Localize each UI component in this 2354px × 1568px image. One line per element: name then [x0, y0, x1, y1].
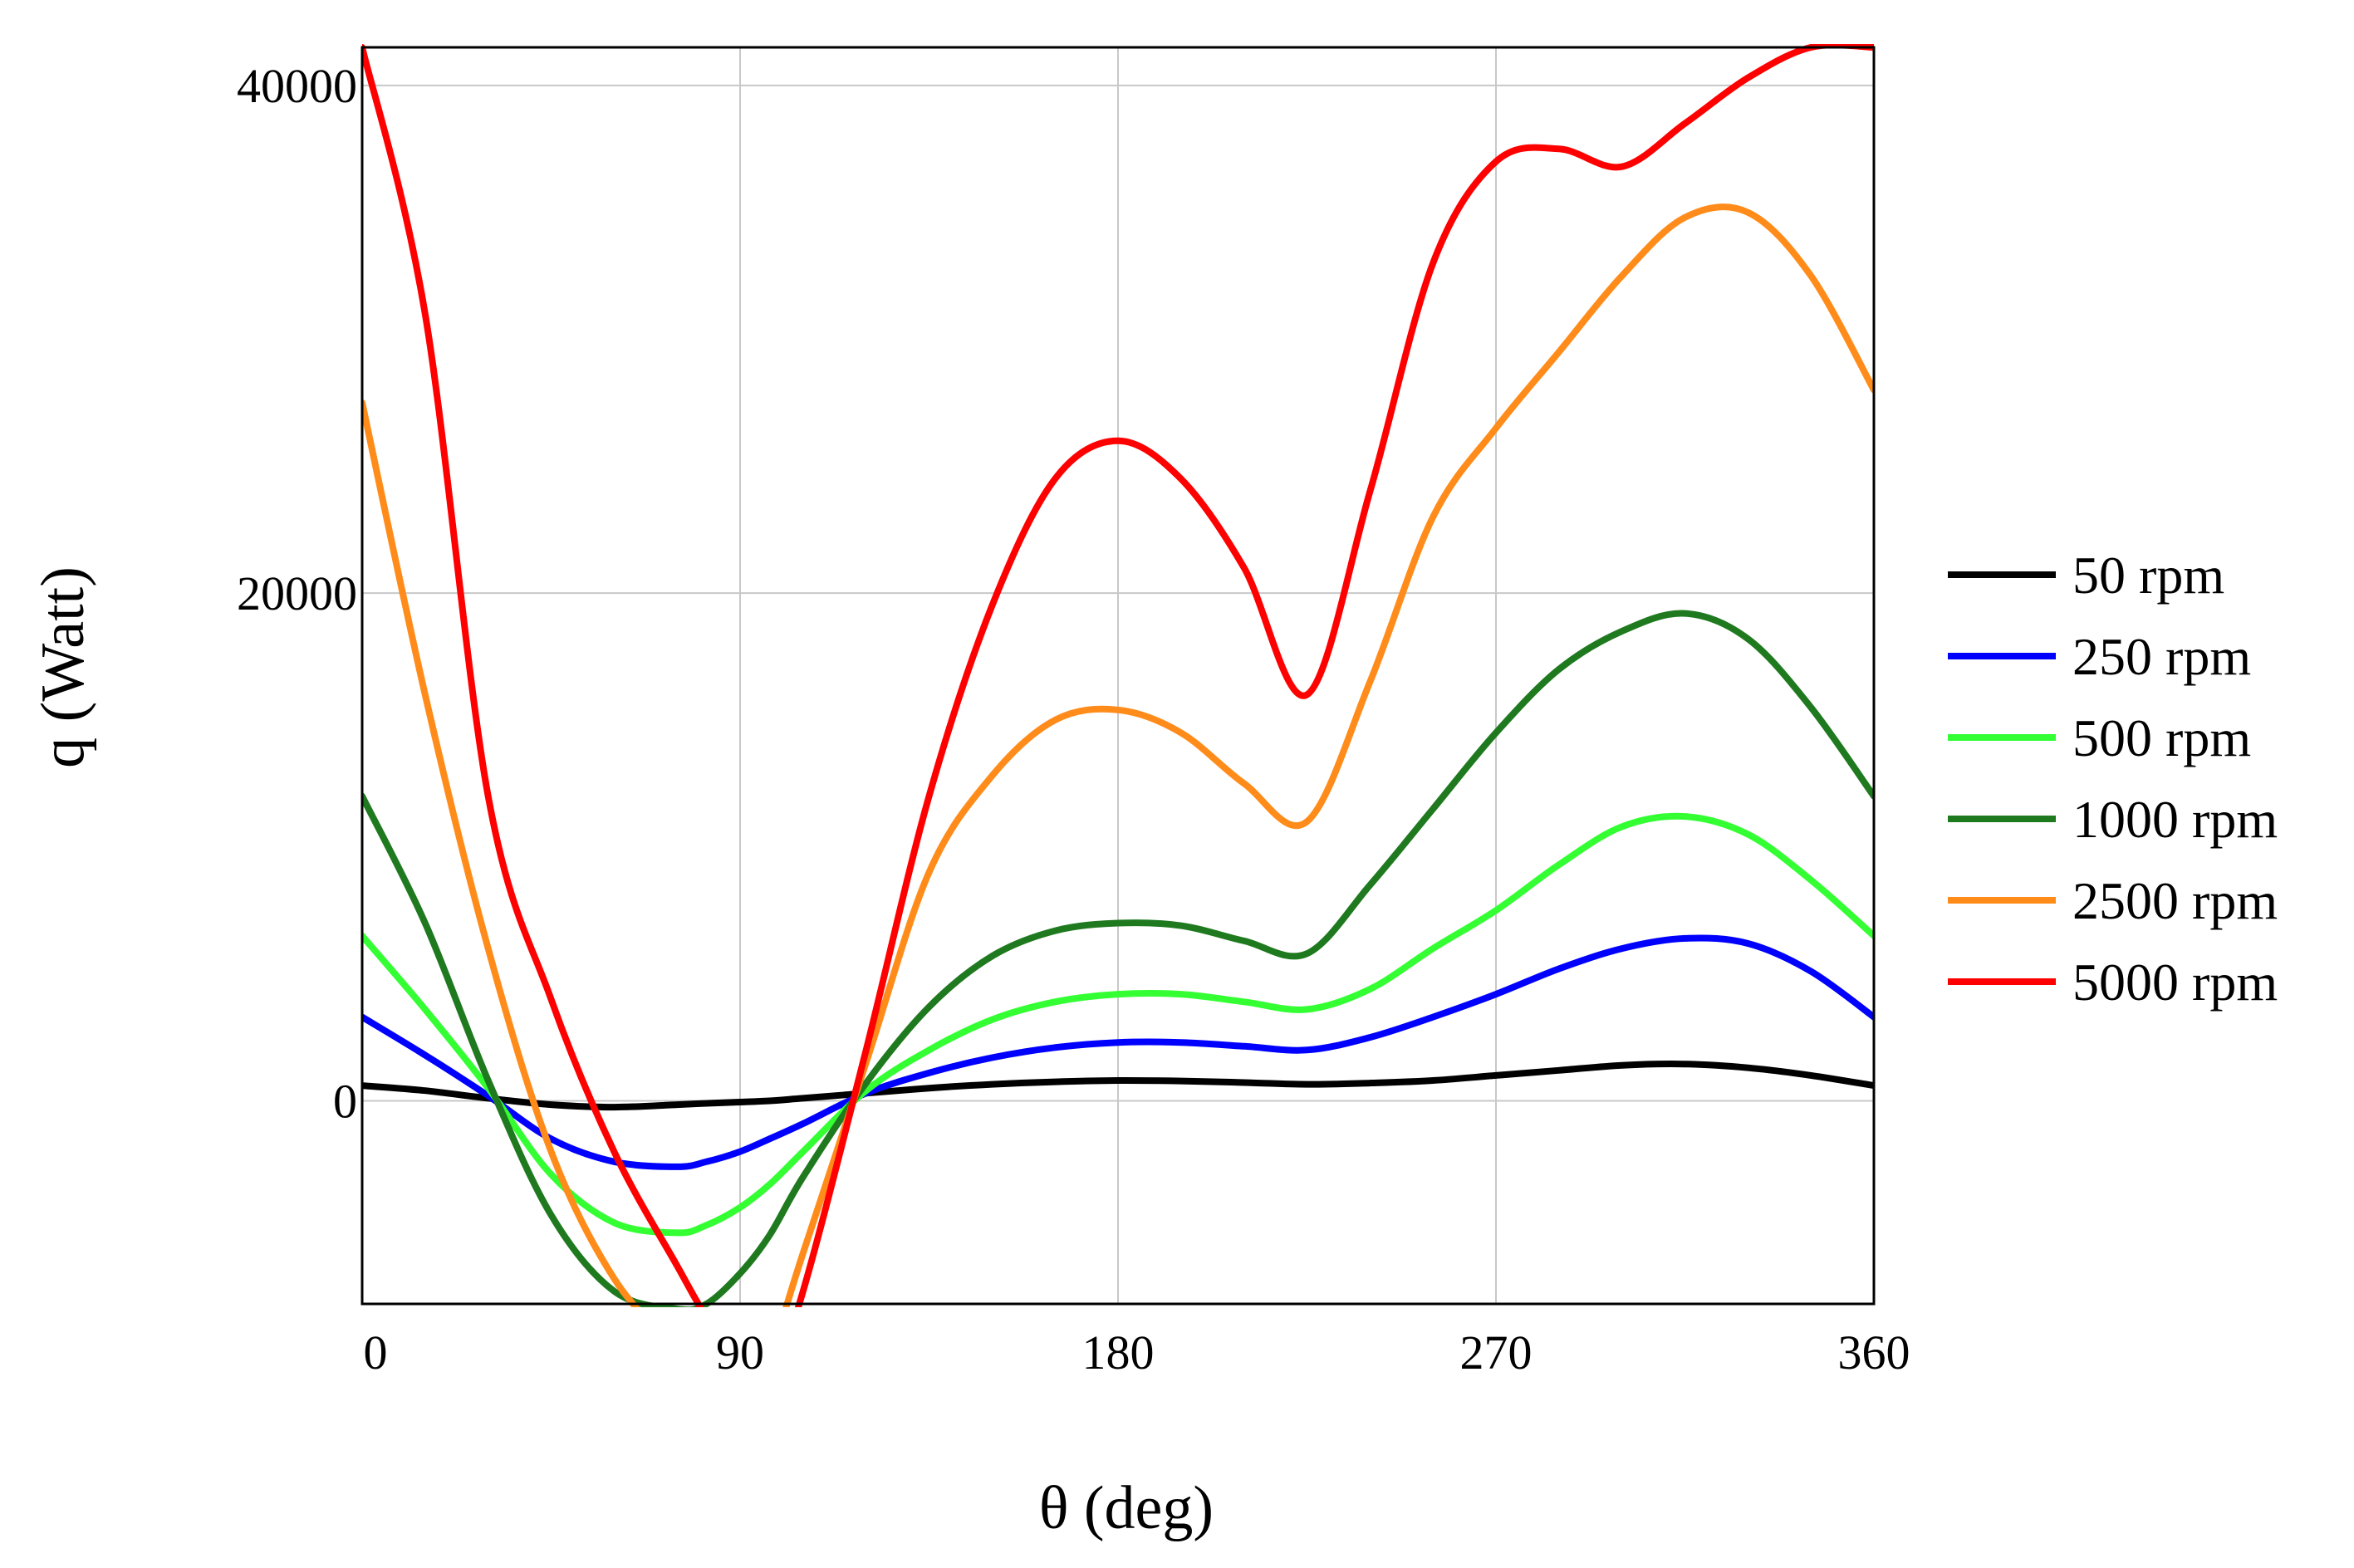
y-tick-label: 20000: [237, 566, 357, 620]
x-tick-label: 360: [1838, 1325, 1910, 1379]
x-tick-label: 270: [1460, 1325, 1533, 1379]
legend: 50 rpm 250 rpm 500 rpm 1000 rpm 2500 rpm 5000…: [1948, 546, 2278, 1012]
plot-area: [360, 46, 1876, 1306]
series-line-1000-rpm: [362, 610, 1874, 1307]
legend-label: 1000 rpm: [2072, 790, 2278, 849]
y-axis-title: q (Watt): [29, 566, 97, 768]
grid: [361, 47, 1875, 1304]
legend-label: 2500 rpm: [2072, 871, 2278, 930]
x-axis-title: θ (deg): [1039, 1474, 1214, 1542]
legend-item: 5000 rpm: [1948, 953, 2278, 1012]
y-tick-label: 40000: [237, 59, 357, 113]
x-tick-label: 180: [1082, 1325, 1155, 1379]
y-tick-label: 0: [333, 1074, 357, 1128]
legend-item: 2500 rpm: [1948, 871, 2278, 930]
series-line-50-rpm: [362, 1060, 1874, 1111]
series-lines: [362, 44, 1874, 1307]
x-tick-label: 0: [364, 1325, 388, 1379]
series-line-500-rpm: [362, 812, 1874, 1237]
tick-labels: 0 90 180 270 360 0 20000 40000: [237, 59, 1910, 1379]
legend-label: 5000 rpm: [2072, 953, 2278, 1012]
legend-label: 250 rpm: [2072, 627, 2251, 686]
x-tick-label: 90: [716, 1325, 764, 1379]
series-line-250-rpm: [362, 934, 1874, 1170]
legend-label: 50 rpm: [2072, 546, 2224, 605]
series-line-5000-rpm: [362, 44, 1874, 1307]
series-line-2500-rpm: [362, 203, 1874, 1307]
legend-item: 50 rpm: [1948, 546, 2224, 605]
legend-item: 1000 rpm: [1948, 790, 2278, 849]
legend-label: 500 rpm: [2072, 708, 2251, 767]
legend-item: 250 rpm: [1948, 627, 2251, 686]
legend-item: 500 rpm: [1948, 708, 2251, 767]
